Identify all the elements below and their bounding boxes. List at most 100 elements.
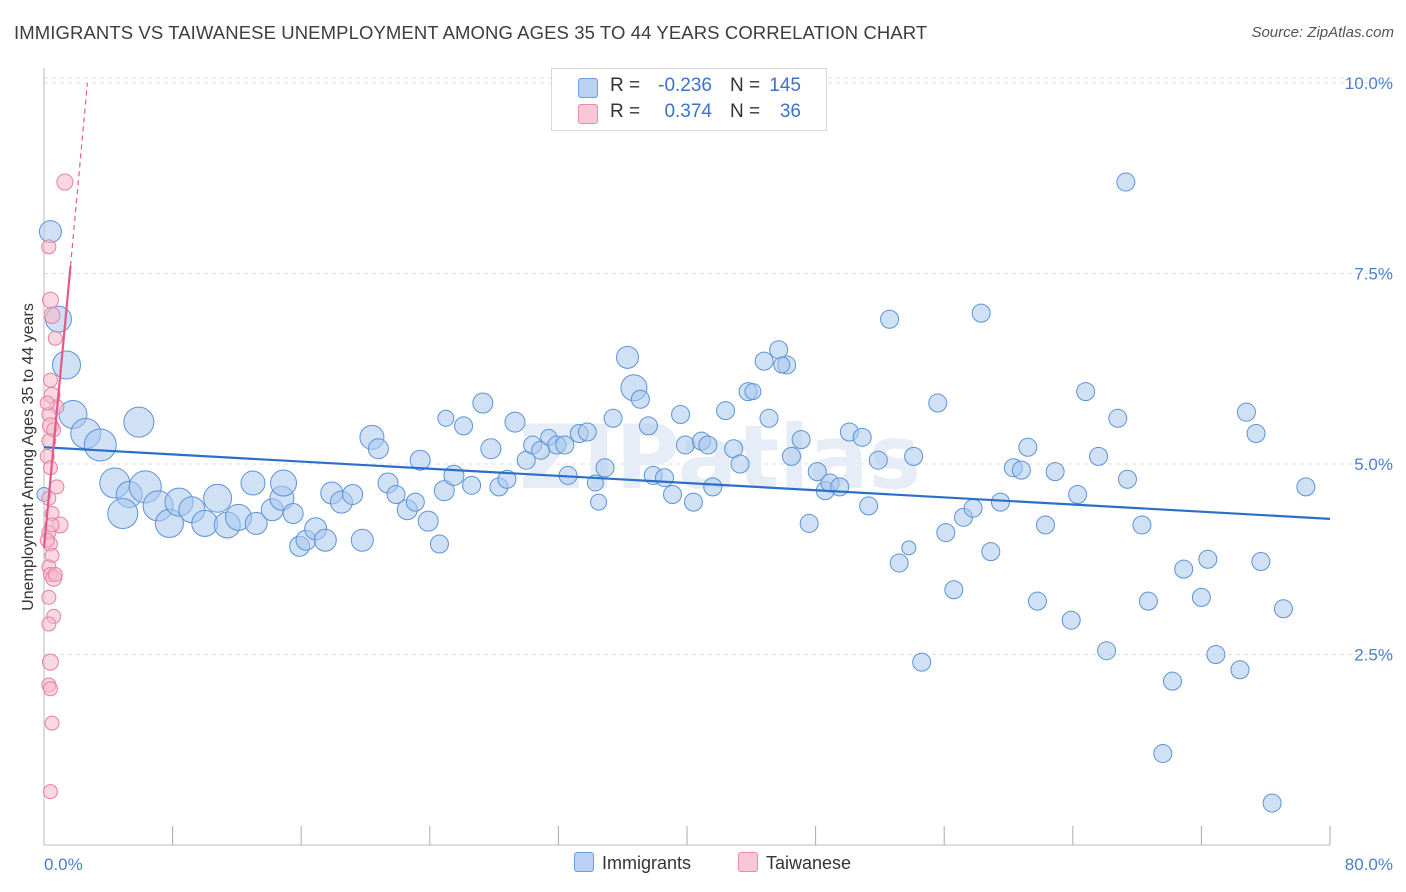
taiwanese-trend-extension <box>69 82 88 266</box>
taiwanese-point <box>41 616 57 632</box>
immigrants-point <box>405 492 425 512</box>
y-tick-label: 7.5% <box>1354 265 1393 284</box>
bottom-legend-immigrants: Immigrants <box>574 852 691 874</box>
taiwanese-point <box>56 173 74 191</box>
r-label: R = <box>610 75 641 96</box>
immigrants-point <box>1117 469 1137 489</box>
tick-labels: 2.5% 5.0% 7.5% 10.0% 0.0% 80.0% <box>44 74 1393 874</box>
immigrants-point <box>1251 552 1271 572</box>
correlation-legend: R = -0.236 N = 145 R = 0.374 N = 36 <box>551 68 827 131</box>
taiwanese-point <box>41 653 59 671</box>
chart-title: IMMIGRANTS VS TAIWANESE UNEMPLOYMENT AMO… <box>14 22 928 43</box>
immigrants-point <box>791 430 811 450</box>
immigrants-point <box>703 477 723 497</box>
immigrants-point <box>462 475 482 495</box>
x-tick-label-min: 0.0% <box>44 855 83 874</box>
taiwanese-point <box>42 372 58 388</box>
taiwanese-point <box>41 589 57 605</box>
immigrants-point <box>901 540 917 556</box>
immigrants-point <box>928 393 948 413</box>
immigrants-point <box>807 462 827 482</box>
immigrants-point <box>386 484 406 504</box>
immigrants-point <box>683 492 703 512</box>
immigrants-point <box>555 435 575 455</box>
immigrants-point <box>944 580 964 600</box>
n-label: N = <box>730 101 761 122</box>
immigrants-point <box>270 469 298 497</box>
taiwanese-trend-line <box>42 265 72 548</box>
immigrants-point <box>744 383 762 401</box>
immigrants-point <box>1061 610 1081 630</box>
immigrants-point <box>880 309 900 329</box>
immigrants-point <box>1206 645 1226 664</box>
immigrants-point <box>240 470 266 496</box>
immigrants-point <box>675 435 695 455</box>
immigrants-point <box>1191 587 1211 607</box>
immigrants-point <box>590 493 608 511</box>
r-value: 0.374 <box>664 101 712 122</box>
immigrants-point <box>1153 744 1173 764</box>
immigrants-point <box>799 513 819 533</box>
bottom-legend-taiwanese: Taiwanese <box>738 852 851 874</box>
immigrants-point <box>577 422 597 442</box>
taiwanese-point <box>42 681 58 697</box>
taiwanese-label: Taiwanese <box>766 853 852 873</box>
taiwanese-point <box>44 715 60 731</box>
taiwanese-point <box>39 532 55 548</box>
immigrants-point <box>671 404 691 424</box>
immigrants-point <box>1174 559 1194 579</box>
taiwanese-point <box>39 395 55 411</box>
immigrants-point <box>429 534 449 554</box>
immigrants-point <box>83 428 117 462</box>
immigrants-point <box>123 406 155 438</box>
immigrants-point <box>244 511 268 535</box>
immigrants-point <box>107 498 139 530</box>
taiwanese-point <box>47 330 63 346</box>
immigrants-point <box>852 427 872 447</box>
immigrants-point <box>638 416 658 436</box>
y-tick-label: 2.5% <box>1354 646 1393 665</box>
immigrants-point <box>497 469 517 489</box>
y-axis-title: Unemployment Among Ages 35 to 44 years <box>20 303 37 611</box>
immigrants-point <box>443 464 465 486</box>
immigrants-point <box>773 356 791 374</box>
immigrants-point <box>1089 446 1109 466</box>
immigrants-point <box>1045 462 1065 482</box>
immigrants-point <box>912 652 932 672</box>
immigrants-points <box>36 172 1316 813</box>
immigrants-point <box>1027 591 1047 611</box>
immigrants-point <box>1273 599 1293 619</box>
immigrants-point <box>868 450 888 470</box>
immigrants-swatch <box>574 852 594 872</box>
n-label: N = <box>730 75 761 96</box>
immigrants-point <box>1296 477 1316 497</box>
immigrants-point <box>1230 660 1250 680</box>
legend-row-immigrants: R = -0.236 N = 145 <box>552 74 826 100</box>
immigrants-point <box>480 438 502 460</box>
immigrants-point <box>409 449 431 471</box>
immigrants-point <box>313 528 337 552</box>
taiwanese-swatch <box>578 104 598 124</box>
trend-lines <box>42 82 1331 548</box>
immigrants-point <box>859 496 879 516</box>
immigrants-point <box>990 492 1010 512</box>
immigrants-point <box>830 477 850 497</box>
immigrants-point <box>350 528 374 552</box>
immigrants-point <box>472 392 494 414</box>
immigrants-point <box>203 483 233 513</box>
immigrants-point <box>282 503 304 525</box>
n-value: 145 <box>769 75 801 96</box>
legend-row-taiwanese: R = 0.374 N = 36 <box>552 100 826 126</box>
immigrants-point <box>630 389 650 409</box>
immigrants-point <box>1138 591 1158 611</box>
immigrants-point <box>698 435 718 455</box>
immigrants-point <box>1246 424 1266 444</box>
immigrants-point <box>454 416 474 436</box>
immigrants-point <box>936 523 956 543</box>
taiwanese-swatch <box>738 852 758 872</box>
taiwanese-point <box>47 566 63 582</box>
immigrants-point <box>595 458 615 478</box>
immigrants-point <box>1076 382 1096 402</box>
immigrants-point <box>1262 793 1282 813</box>
immigrants-point <box>38 220 62 244</box>
